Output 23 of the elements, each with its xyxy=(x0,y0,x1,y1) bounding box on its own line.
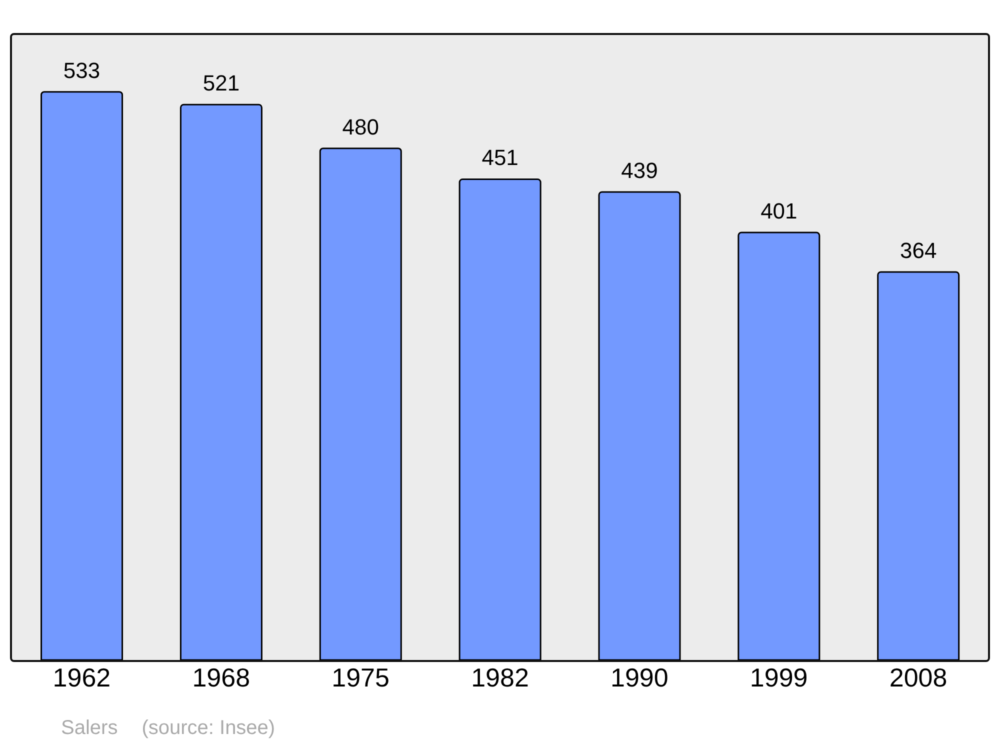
data-label: 364 xyxy=(900,238,937,263)
bar xyxy=(40,91,124,660)
data-label: 451 xyxy=(482,145,518,170)
x-tick-label: 1982 xyxy=(471,662,529,692)
bar xyxy=(319,148,402,660)
data-label: 521 xyxy=(202,70,240,96)
x-tick-label: 1962 xyxy=(52,662,111,692)
bar xyxy=(598,191,681,660)
data-label: 533 xyxy=(63,58,100,83)
bar xyxy=(877,271,960,660)
x-tick-label: 1968 xyxy=(192,662,250,692)
x-tick-label: 2008 xyxy=(889,662,948,692)
text: (source: Insee) xyxy=(142,717,276,740)
data-label: 439 xyxy=(621,158,658,184)
text: Salers xyxy=(61,717,118,740)
bar xyxy=(738,232,820,660)
data-label: 480 xyxy=(342,114,379,140)
bar xyxy=(180,104,262,660)
x-tick-label: 1975 xyxy=(332,662,390,692)
data-label: 401 xyxy=(760,198,798,224)
bar xyxy=(458,178,542,660)
x-tick-label: 1990 xyxy=(610,662,668,692)
x-tick-label: 1999 xyxy=(750,662,808,692)
